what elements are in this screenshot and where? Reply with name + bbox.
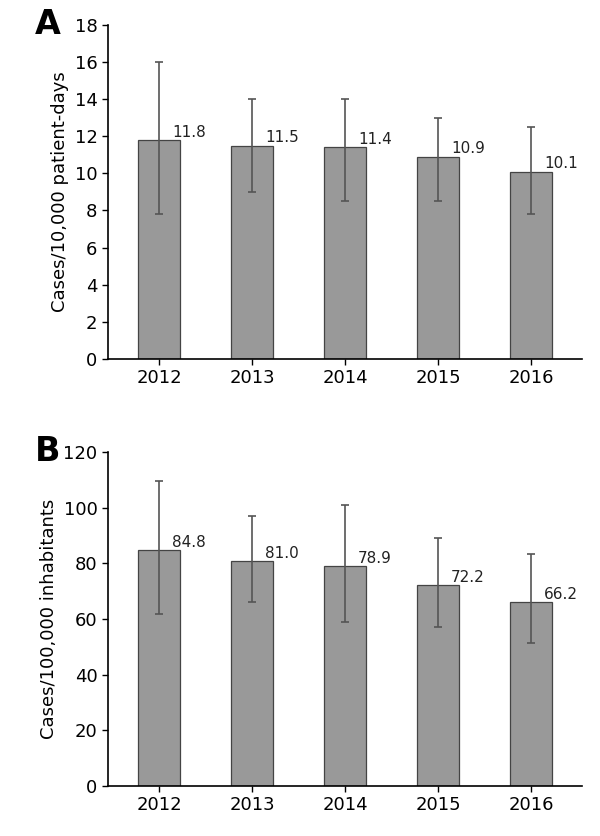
Text: B: B xyxy=(35,436,60,468)
Y-axis label: Cases/10,000 patient-days: Cases/10,000 patient-days xyxy=(51,72,69,313)
Text: 11.4: 11.4 xyxy=(358,132,392,147)
Text: 78.9: 78.9 xyxy=(358,552,392,567)
Text: A: A xyxy=(35,8,61,42)
Text: 72.2: 72.2 xyxy=(451,570,485,585)
Text: 10.1: 10.1 xyxy=(544,156,578,171)
Text: 84.8: 84.8 xyxy=(172,535,206,550)
Bar xyxy=(417,156,459,359)
Bar xyxy=(417,585,459,786)
Text: 11.8: 11.8 xyxy=(172,125,206,140)
Text: 11.5: 11.5 xyxy=(265,130,299,145)
Text: 81.0: 81.0 xyxy=(265,546,299,561)
Bar xyxy=(324,567,366,786)
Bar xyxy=(231,561,273,786)
Bar xyxy=(138,550,180,786)
Bar xyxy=(231,145,273,359)
Bar xyxy=(510,602,552,786)
Text: 66.2: 66.2 xyxy=(544,587,578,602)
Text: 10.9: 10.9 xyxy=(451,141,485,156)
Bar xyxy=(324,147,366,359)
Bar xyxy=(510,171,552,359)
Y-axis label: Cases/100,000 inhabitants: Cases/100,000 inhabitants xyxy=(40,499,58,739)
Bar xyxy=(138,140,180,359)
